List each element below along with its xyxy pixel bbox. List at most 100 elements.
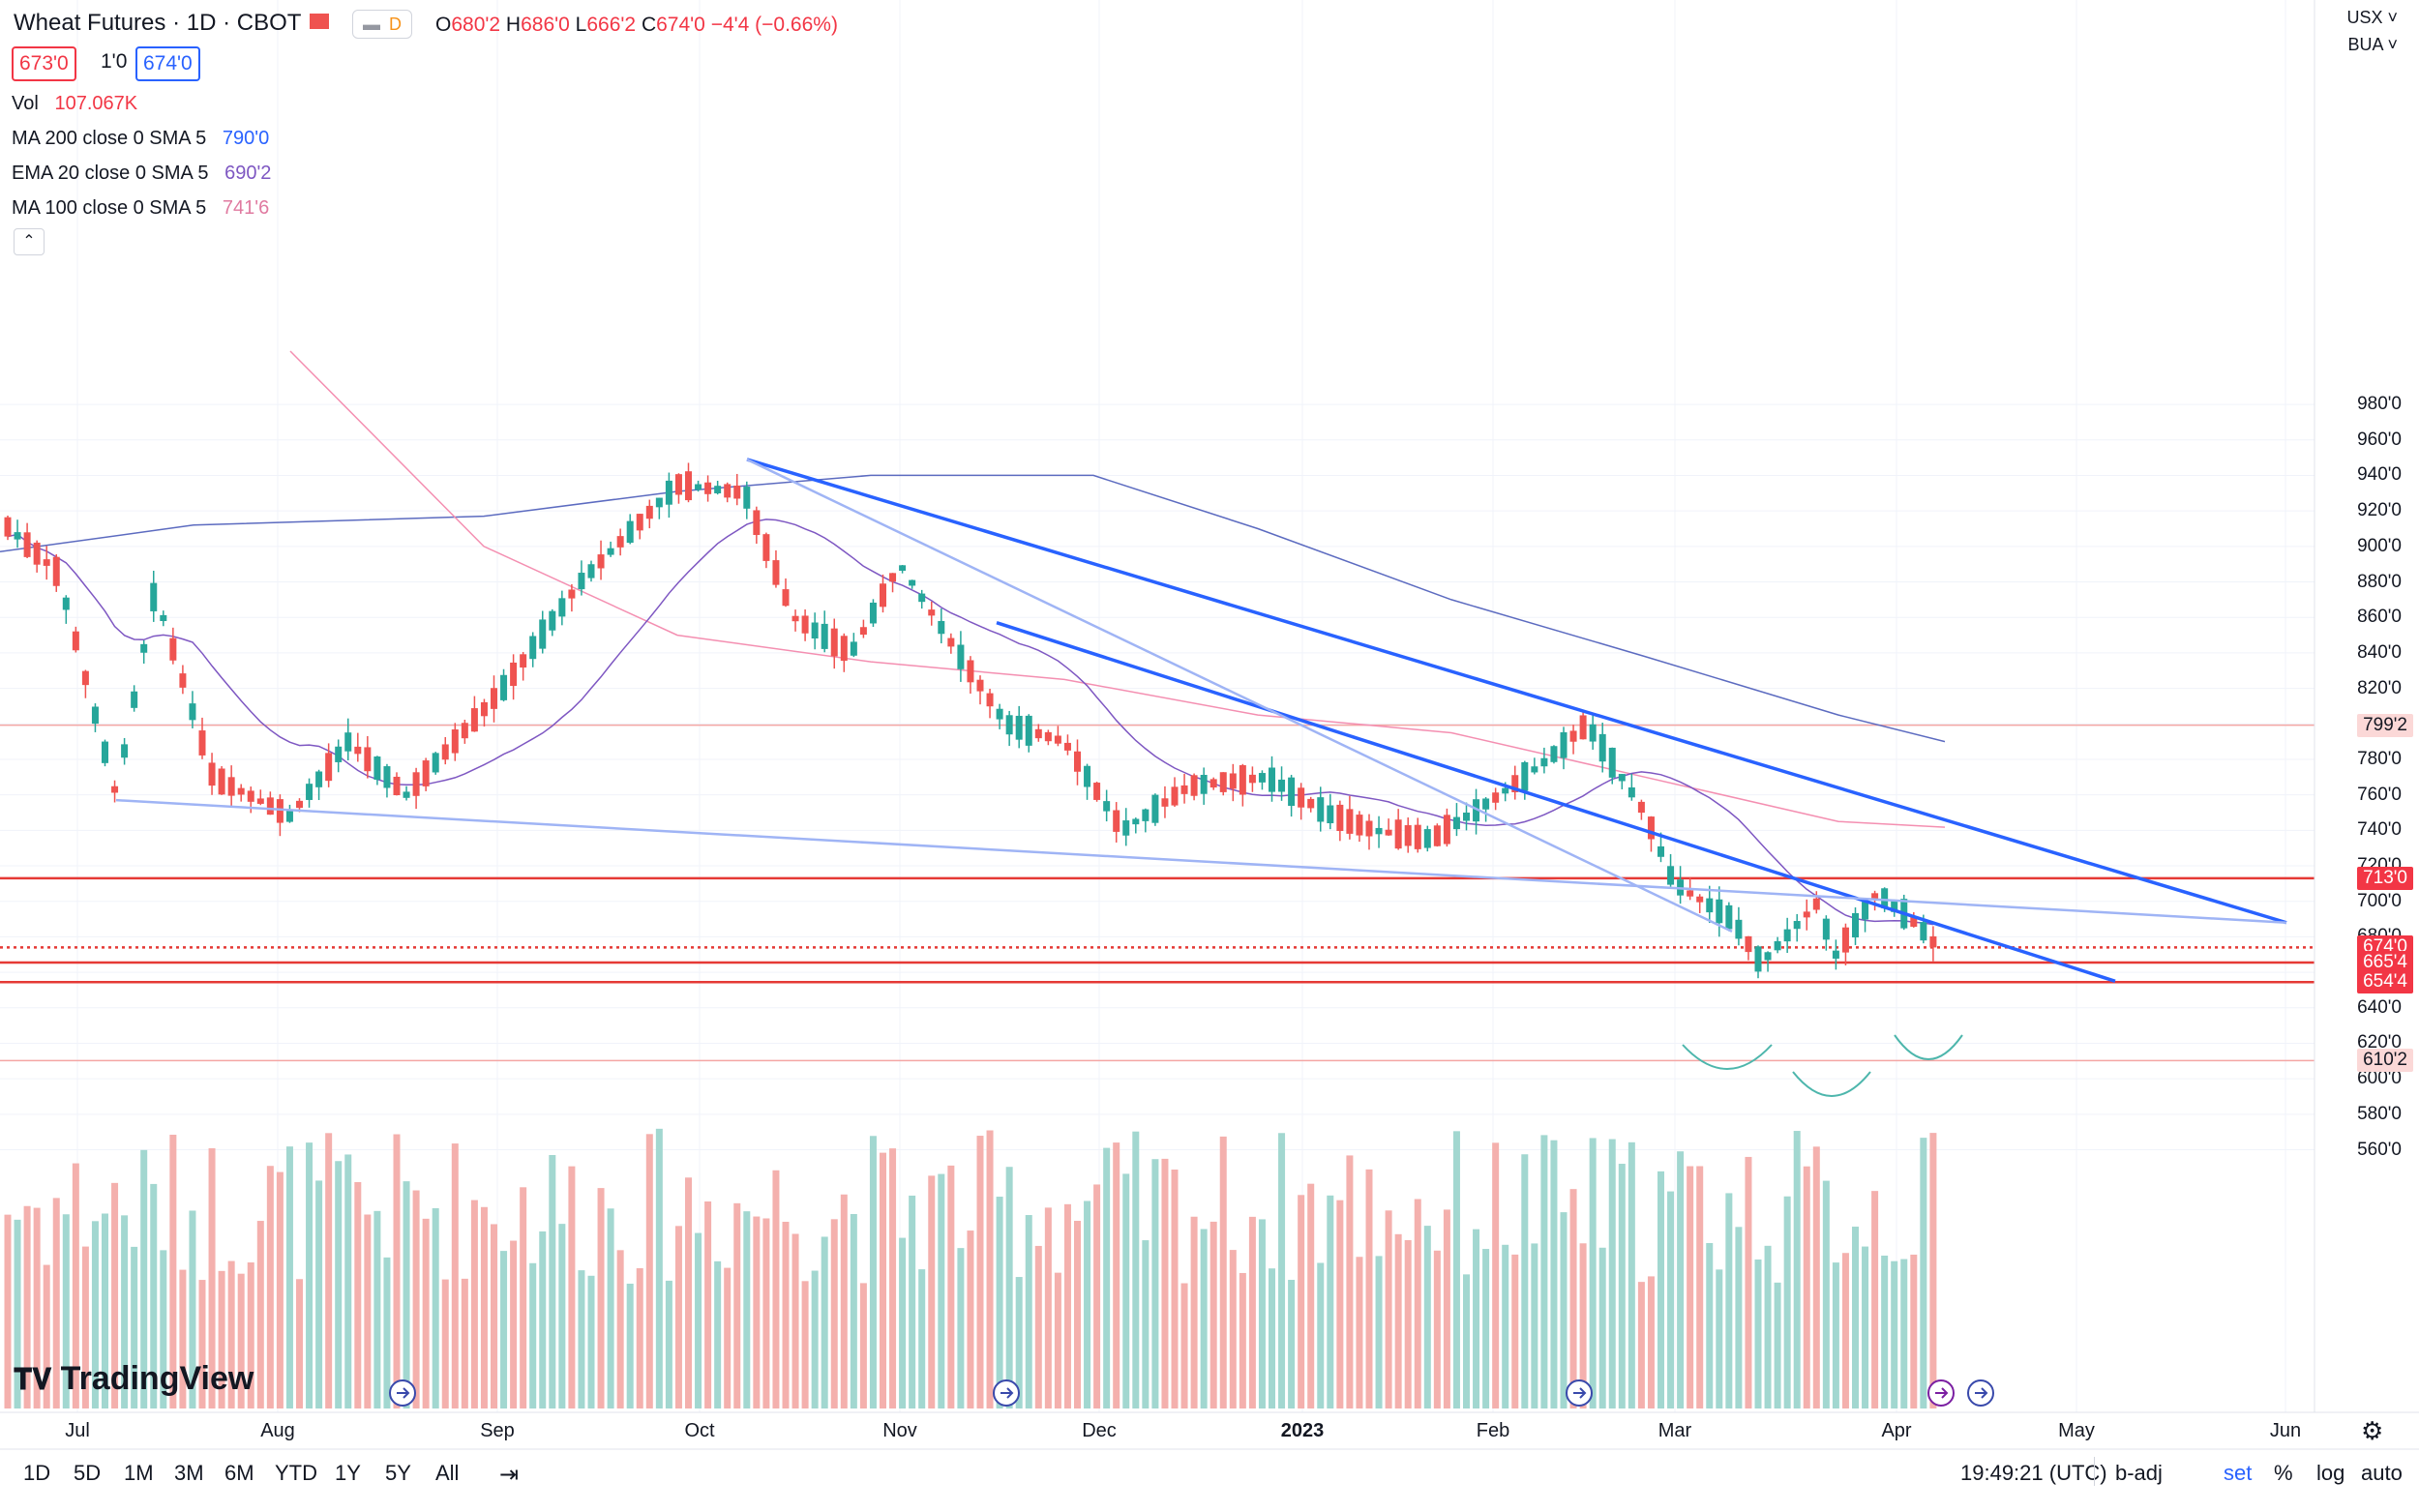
- volume-bar: [451, 1143, 459, 1408]
- volume-bar: [1074, 1221, 1081, 1408]
- range-button-5y[interactable]: 5Y: [385, 1461, 411, 1485]
- volume-bar: [325, 1133, 333, 1408]
- candle-body: [986, 693, 994, 707]
- candle-body: [373, 756, 381, 781]
- volume-bar: [674, 1226, 682, 1408]
- volume-bar: [1891, 1260, 1898, 1408]
- candle-body: [830, 628, 838, 657]
- candle-body: [967, 660, 974, 683]
- candle-body: [1063, 742, 1071, 751]
- trendline: [115, 798, 2287, 924]
- candle-body: [52, 556, 60, 586]
- ask-button[interactable]: 674'0: [135, 46, 200, 81]
- range-button-1d[interactable]: 1D: [23, 1461, 51, 1485]
- volume-bar: [1317, 1262, 1325, 1408]
- volume-bar: [1044, 1207, 1052, 1408]
- delayed-badge: D: [389, 15, 402, 34]
- volume-bar: [1278, 1133, 1286, 1408]
- legend-ma200[interactable]: MA 200 close 0 SMA 5 790'0: [12, 128, 270, 149]
- volume-bar: [616, 1250, 624, 1408]
- volume-bar: [140, 1149, 148, 1408]
- volume-bar: [830, 1219, 838, 1408]
- candle-body: [811, 622, 819, 639]
- candle-body: [1093, 783, 1101, 800]
- legend-vol[interactable]: Vol 107.067K: [12, 93, 138, 114]
- volume-bar: [1735, 1227, 1743, 1408]
- candle-body: [1025, 715, 1032, 746]
- volume-bar: [1443, 1209, 1450, 1408]
- price-tick: 620'0: [2357, 1032, 2402, 1053]
- volume-bar: [869, 1136, 877, 1408]
- candle-body: [256, 798, 264, 804]
- candle-body: [102, 741, 108, 763]
- range-button-6m[interactable]: 6M: [224, 1461, 254, 1485]
- range-button-all[interactable]: All: [435, 1461, 460, 1485]
- volume-bar: [1783, 1196, 1791, 1408]
- volume-bar: [393, 1134, 401, 1408]
- bid-button[interactable]: 673'0: [12, 46, 76, 81]
- range-button-1m[interactable]: 1M: [124, 1461, 154, 1485]
- symbol-title[interactable]: Wheat Futures · 1D · CBOT: [14, 10, 302, 36]
- volume-bar: [1200, 1229, 1208, 1408]
- candle-body: [976, 679, 984, 692]
- candle-body: [1628, 786, 1635, 798]
- candle-body: [1910, 916, 1918, 928]
- percent-toggle[interactable]: %: [2274, 1461, 2293, 1485]
- time-tick: May: [2058, 1420, 2095, 1441]
- price-tick: 640'0: [2357, 996, 2402, 1018]
- volume-bar: [285, 1146, 293, 1408]
- volume-bar: [1764, 1245, 1772, 1408]
- log-toggle[interactable]: log: [2316, 1461, 2345, 1485]
- event-markers[interactable]: [389, 1379, 1994, 1407]
- volume-bar: [1745, 1156, 1752, 1408]
- volume-bar: [1132, 1131, 1140, 1408]
- volume-bar: [645, 1134, 653, 1408]
- volume-bar: [1151, 1159, 1159, 1408]
- volume-bar: [539, 1230, 547, 1408]
- chevron-up-icon[interactable]: ⌃: [14, 228, 45, 255]
- time-tick: Jun: [2269, 1420, 2302, 1441]
- candle-body: [1696, 896, 1704, 903]
- volume-bar: [296, 1279, 303, 1408]
- arrow-right-icon: [1573, 1387, 1587, 1399]
- auto-toggle[interactable]: auto: [2361, 1461, 2403, 1485]
- clock-time[interactable]: 19:49:21 (UTC): [1960, 1461, 2107, 1485]
- range-button-ytd[interactable]: YTD: [275, 1461, 317, 1485]
- arrow-right-icon: [397, 1387, 410, 1399]
- candle-body: [237, 787, 245, 795]
- price-label: 713'0: [2357, 866, 2413, 890]
- volume-bar: [1015, 1277, 1023, 1408]
- gear-icon[interactable]: ⚙: [2361, 1416, 2384, 1445]
- volume-bar: [1423, 1226, 1431, 1408]
- range-button-3m[interactable]: 3M: [174, 1461, 204, 1485]
- candle-body: [491, 688, 497, 709]
- legend-ema20[interactable]: EMA 20 close 0 SMA 5 690'2: [12, 163, 272, 184]
- candle-body: [81, 670, 89, 686]
- candle-body: [1044, 731, 1052, 742]
- candle-body: [714, 486, 722, 493]
- candle-body: [724, 484, 732, 498]
- volume-bar: [1103, 1147, 1111, 1408]
- range-button-5d[interactable]: 5D: [74, 1461, 102, 1485]
- volume-bar: [1618, 1164, 1626, 1408]
- candle-body: [1735, 919, 1743, 939]
- badj-toggle[interactable]: b-adj: [2115, 1461, 2163, 1485]
- volume-bar: [403, 1181, 410, 1408]
- cup-arc: [1894, 1034, 1963, 1060]
- candle-body: [1180, 785, 1188, 794]
- candle-body: [1015, 715, 1023, 740]
- calendar-range-icon[interactable]: ⇥: [499, 1462, 520, 1488]
- candle-body: [840, 636, 848, 662]
- unit-selector[interactable]: BUA ˅: [2347, 35, 2398, 54]
- candle-body: [1132, 818, 1140, 825]
- currency-selector[interactable]: USX ˅: [2346, 8, 2398, 27]
- range-button-1y[interactable]: 1Y: [335, 1461, 361, 1485]
- candle-body: [1346, 809, 1354, 834]
- volume-bar: [811, 1270, 819, 1408]
- legend-ma100[interactable]: MA 100 close 0 SMA 5 741'6: [12, 197, 270, 219]
- session-toggle[interactable]: set: [2224, 1461, 2253, 1485]
- volume-bar: [655, 1128, 663, 1408]
- volume-bar: [1219, 1136, 1227, 1408]
- candle-body: [383, 766, 391, 788]
